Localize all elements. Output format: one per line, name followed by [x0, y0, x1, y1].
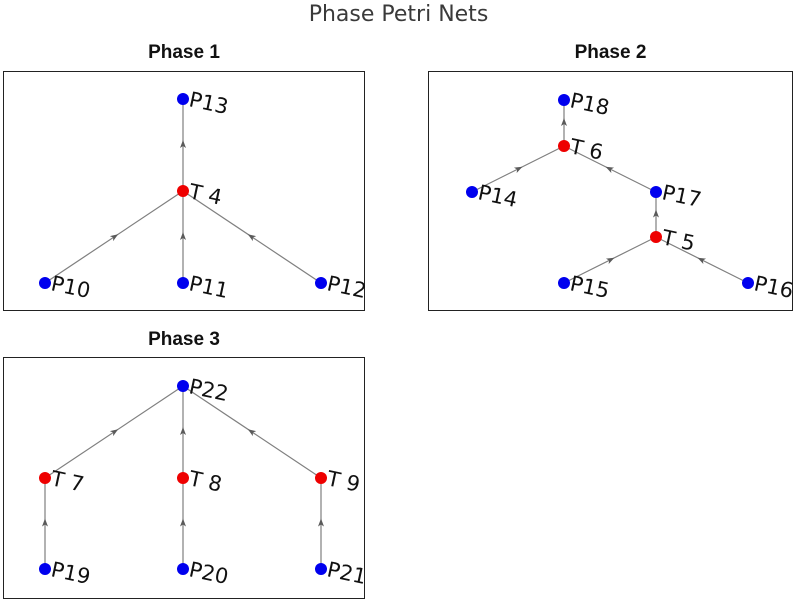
place-node-p11 — [177, 277, 189, 289]
node-label-p10: P10 — [49, 271, 93, 303]
arrowhead-t7-to-p22 — [109, 429, 119, 437]
arrowhead-p16-to-t5 — [697, 257, 707, 265]
arrowhead-t8-to-p22 — [180, 427, 186, 435]
arrowhead-t4-to-p13 — [180, 140, 186, 148]
place-node-p21 — [315, 563, 327, 575]
panel-1-title: Phase 1 — [148, 42, 220, 63]
transition-node-t8 — [177, 472, 189, 484]
place-node-p20 — [177, 563, 189, 575]
arrowhead-p21-to-t9 — [318, 518, 324, 527]
node-label-p22: P22 — [187, 374, 231, 406]
node-label-p15: P15 — [568, 271, 612, 303]
node-label-p13: P13 — [187, 87, 231, 119]
place-node-p18 — [558, 94, 570, 106]
panel-3-title: Phase 3 — [148, 329, 220, 350]
arrowhead-p14-to-t6 — [513, 166, 523, 174]
node-label-p20: P20 — [187, 557, 231, 589]
node-label-p16: P16 — [752, 271, 796, 303]
arrowhead-p20-to-t8 — [180, 518, 186, 527]
node-label-p12: P12 — [325, 271, 369, 303]
arrowhead-t6-to-p18 — [561, 118, 567, 126]
place-node-p10 — [39, 277, 51, 289]
node-label-t7: T 7 — [48, 466, 86, 497]
arrowhead-p11-to-t4 — [180, 232, 186, 240]
place-node-p16 — [742, 277, 754, 289]
place-node-p22 — [177, 380, 189, 392]
node-label-p21: P21 — [325, 557, 369, 589]
place-node-p13 — [177, 93, 189, 105]
transition-node-t9 — [315, 472, 327, 484]
place-node-p14 — [466, 186, 478, 198]
arrowhead-p12-to-t4 — [247, 234, 257, 242]
node-label-t4: T 4 — [186, 179, 224, 210]
arrowhead-t5-to-p17 — [653, 209, 659, 218]
arrowhead-p17-to-t6 — [605, 166, 615, 174]
node-label-p18: P18 — [568, 88, 612, 120]
panel-2-frame — [428, 71, 793, 311]
node-label-p17: P17 — [660, 180, 704, 212]
arrowhead-p15-to-t5 — [605, 257, 615, 265]
node-label-p14: P14 — [476, 180, 520, 212]
place-node-p19 — [39, 563, 51, 575]
transition-node-t7 — [39, 472, 51, 484]
transition-node-t4 — [177, 185, 189, 197]
arrowhead-p10-to-t4 — [109, 234, 119, 242]
node-label-p19: P19 — [49, 557, 93, 589]
figure-title: Phase Petri Nets — [308, 2, 489, 27]
panel-1-graph: P13 T 4 P10 P11 P12 — [39, 87, 368, 303]
transition-node-t6 — [558, 140, 570, 152]
panel-2-graph: P18 T 6 P14 P17 T 5 P15 P16 — [466, 88, 795, 303]
place-node-p12 — [315, 277, 327, 289]
panel-2-title: Phase 2 — [574, 42, 647, 63]
node-label-p11: P11 — [187, 271, 231, 303]
node-label-t5: T 5 — [659, 225, 697, 256]
panel-3-graph: P22 T 7 T 8 T 9 P19 P20 P21 — [39, 374, 368, 589]
node-label-t6: T 6 — [567, 134, 605, 165]
arrowhead-p19-to-t7 — [42, 518, 48, 527]
node-label-t9: T 9 — [324, 466, 362, 497]
transition-node-t5 — [650, 231, 662, 243]
place-node-p15 — [558, 277, 570, 289]
node-label-t8: T 8 — [186, 466, 224, 497]
place-node-p17 — [650, 186, 662, 198]
arrowhead-t9-to-p22 — [247, 429, 257, 437]
